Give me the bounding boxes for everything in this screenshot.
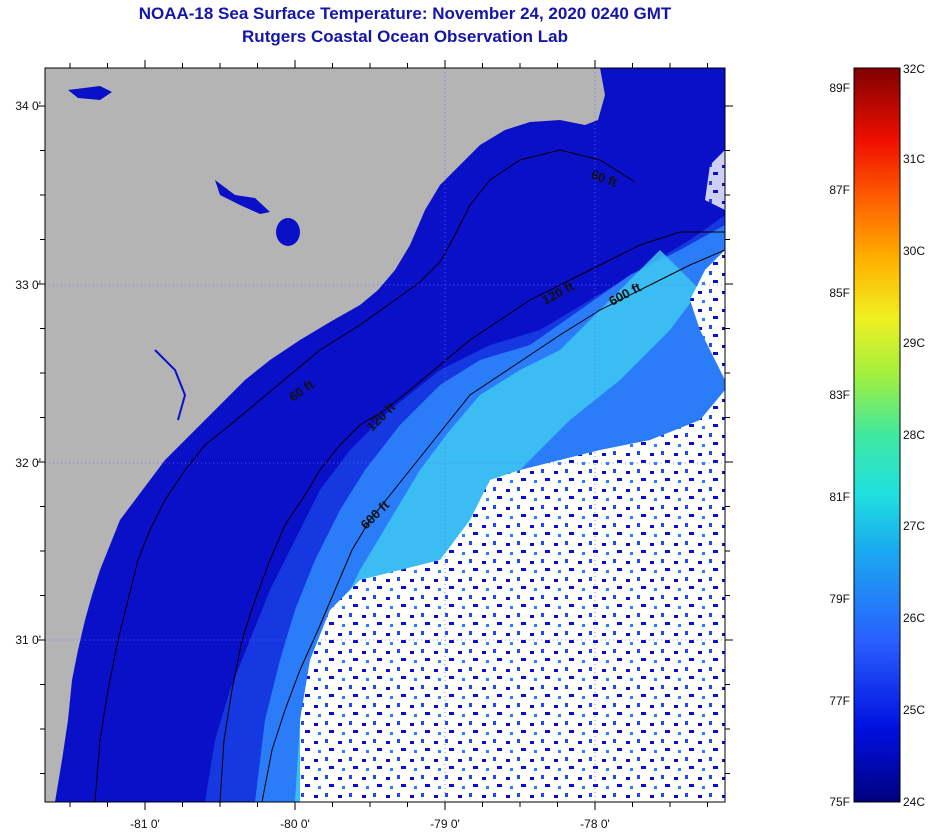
- lake: [276, 218, 300, 246]
- temp-label-c: 24C: [903, 795, 925, 809]
- cloud-cover: [300, 390, 725, 802]
- temp-label-c: 28C: [903, 428, 925, 442]
- temp-label-c: 27C: [903, 519, 925, 533]
- lat-label: 32 0': [15, 456, 41, 470]
- cloud-cover-east: [690, 250, 725, 380]
- temp-label-c: 25C: [903, 703, 925, 717]
- temp-label-f: 77F: [829, 694, 850, 708]
- river: [154, 349, 187, 421]
- contour-120ft: [219, 231, 725, 802]
- axis-ticks: [37, 60, 733, 810]
- temp-label-f: 81F: [829, 490, 850, 504]
- temp-label-f: 79F: [829, 592, 850, 606]
- lon-label: -78 0': [580, 817, 610, 831]
- inland-water: [215, 180, 270, 214]
- lake-north: [68, 86, 112, 100]
- lat-label: 34 0': [15, 99, 41, 113]
- contour-60ft: [94, 149, 636, 802]
- map-frame: [44, 67, 726, 803]
- contour-600ft: [261, 249, 725, 802]
- temp-label-f: 83F: [829, 388, 850, 402]
- lon-label: -80 0': [280, 817, 310, 831]
- lon-label: -81 0': [130, 817, 160, 831]
- temp-label-f: 87F: [829, 183, 850, 197]
- cloud-cover-north: [705, 150, 725, 210]
- temp-label-c: 29C: [903, 336, 925, 350]
- axis-tick-labels: 34 0' 33 0' 32 0' 31 0' -81 0' -80 0' -7…: [15, 99, 609, 831]
- color-scale-bar: [853, 67, 901, 803]
- temp-label-f: 75F: [829, 795, 850, 809]
- map-title: NOAA-18 Sea Surface Temperature: Novembe…: [138, 4, 672, 23]
- temp-label-f: 85F: [829, 286, 850, 300]
- temp-label-c: 32C: [903, 62, 925, 76]
- lat-label: 31 0': [15, 633, 41, 647]
- temp-label-c: 31C: [903, 152, 925, 166]
- map-subtitle: Rutgers Coastal Ocean Observation Lab: [242, 27, 568, 46]
- lat-label: 33 0': [15, 278, 41, 292]
- temp-label-c: 30C: [903, 244, 925, 258]
- temp-label-c: 26C: [903, 611, 925, 625]
- temp-label-f: 89F: [829, 81, 850, 95]
- land-mass: [45, 68, 605, 802]
- lon-label: -79 0': [430, 817, 460, 831]
